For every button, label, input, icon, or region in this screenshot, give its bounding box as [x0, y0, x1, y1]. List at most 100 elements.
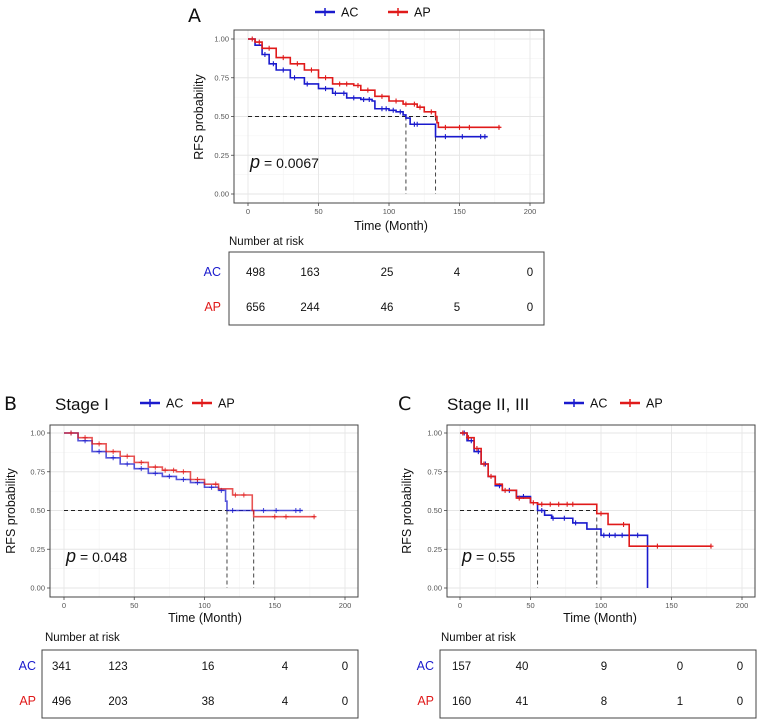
- censor-mark-ap: [323, 75, 329, 81]
- y-tick-label: 0.00: [427, 584, 442, 593]
- y-tick-label: 0.75: [427, 467, 442, 476]
- censor-mark-ap: [249, 36, 255, 42]
- censor-mark-ac: [110, 455, 116, 461]
- censor-mark-ap: [311, 514, 317, 520]
- censor-mark-ap: [337, 81, 343, 87]
- risk-count: 16: [202, 661, 215, 673]
- censor-mark-ap: [474, 446, 480, 451]
- risk-count: 0: [737, 696, 743, 708]
- censor-mark-ac: [383, 106, 389, 112]
- censor-mark-ac: [96, 449, 102, 455]
- censor-mark-ap: [110, 449, 116, 455]
- censor-mark-ap: [457, 124, 462, 130]
- censor-mark-ac: [612, 532, 618, 538]
- censor-mark-ap: [496, 124, 502, 130]
- censor-mark-ac: [442, 134, 448, 140]
- y-tick-label: 0.50: [214, 112, 229, 121]
- censor-mark-ac: [601, 532, 607, 538]
- censor-mark-ac: [293, 508, 299, 513]
- y-tick-label: 0.25: [427, 545, 442, 554]
- censor-mark-ap: [411, 101, 417, 107]
- censor-mark-ap: [539, 501, 545, 507]
- risk-count: 4: [454, 267, 461, 279]
- censor-mark-ap: [283, 514, 289, 520]
- legend-label-ac: AC: [341, 6, 358, 20]
- risk-row-label-ac: AC: [417, 659, 434, 673]
- y-tick-label: 1.00: [214, 35, 229, 44]
- risk-table-border: [439, 649, 757, 719]
- x-tick-label: 0: [458, 601, 462, 610]
- censor-mark-ap: [355, 83, 361, 88]
- risk-count: 157: [452, 661, 471, 673]
- y-tick-label: 0.75: [30, 467, 45, 476]
- risk-count: 163: [300, 267, 319, 279]
- legend-label-ap: AP: [218, 397, 235, 411]
- censor-mark-ap: [124, 453, 130, 459]
- panel-letter: B: [4, 393, 17, 415]
- censor-mark-ac: [366, 96, 372, 102]
- censor-mark-ap: [481, 461, 487, 467]
- censor-mark-ac: [152, 470, 158, 476]
- risk-count: 41: [516, 696, 529, 708]
- x-tick-label: 200: [736, 601, 749, 610]
- p-value-symbol: p: [65, 546, 76, 566]
- censor-mark-ap: [68, 430, 74, 436]
- censor-mark-ac: [297, 508, 303, 513]
- censor-mark-ac: [478, 134, 484, 140]
- censor-mark-ap: [488, 473, 494, 479]
- censor-mark-ac: [124, 461, 130, 467]
- risk-count: 5: [454, 302, 460, 314]
- censor-mark-ac: [635, 532, 641, 538]
- x-tick-label: 50: [130, 601, 138, 610]
- censor-mark-ac: [397, 109, 403, 115]
- p-value-symbol: p: [461, 546, 472, 566]
- risk-count: 38: [202, 696, 215, 708]
- x-tick-label: 100: [198, 601, 211, 610]
- censor-mark-ap: [465, 435, 471, 441]
- risk-count: 0: [527, 267, 533, 279]
- censor-mark-ap: [162, 467, 168, 473]
- risk-count: 4: [282, 696, 289, 708]
- censor-mark-ap: [138, 459, 144, 465]
- risk-count: 9: [601, 661, 607, 673]
- risk-row-label-ap: AP: [204, 300, 221, 314]
- censor-mark-ap: [466, 124, 472, 130]
- risk-count: 341: [52, 661, 71, 673]
- x-tick-label: 150: [665, 601, 678, 610]
- x-axis-label: Time (Month): [168, 611, 242, 625]
- y-axis-label: RFS probability: [192, 74, 206, 160]
- x-tick-label: 200: [339, 601, 352, 610]
- risk-row-label-ap: AP: [19, 694, 36, 708]
- panel-letter: C: [398, 393, 411, 415]
- risk-table-title: Number at risk: [229, 236, 304, 248]
- censor-mark-ap: [530, 500, 536, 506]
- risk-count: 46: [381, 302, 394, 314]
- censor-mark-ac: [573, 520, 579, 526]
- risk-count: 8: [601, 696, 607, 708]
- censor-mark-ap: [379, 93, 385, 99]
- censor-mark-ap: [272, 514, 278, 520]
- x-tick-label: 50: [314, 207, 322, 216]
- chart-title: Stage II, III: [447, 395, 529, 414]
- censor-mark-ac: [561, 515, 567, 521]
- censor-mark-ap: [547, 501, 553, 507]
- censor-mark-ap: [502, 487, 508, 493]
- censor-mark-ap: [280, 55, 286, 61]
- p-value: = 0.0067: [264, 155, 319, 171]
- y-tick-label: 0.50: [30, 506, 45, 515]
- risk-count: 160: [452, 696, 471, 708]
- censor-mark-ac: [468, 438, 474, 444]
- censor-mark-ap: [241, 492, 247, 498]
- y-tick-label: 0.00: [214, 190, 229, 199]
- censor-mark-ap: [442, 124, 448, 130]
- risk-count: 203: [108, 696, 127, 708]
- censor-mark-ac: [270, 61, 276, 67]
- legend-label-ac: AC: [590, 397, 607, 411]
- risk-count: 123: [108, 661, 127, 673]
- risk-table-title: Number at risk: [441, 632, 516, 644]
- censor-mark-ac: [323, 86, 329, 92]
- censor-mark-ac: [351, 95, 357, 101]
- censor-mark-ac: [304, 81, 310, 87]
- censor-mark-ap: [308, 67, 314, 73]
- risk-table-title: Number at risk: [45, 632, 120, 644]
